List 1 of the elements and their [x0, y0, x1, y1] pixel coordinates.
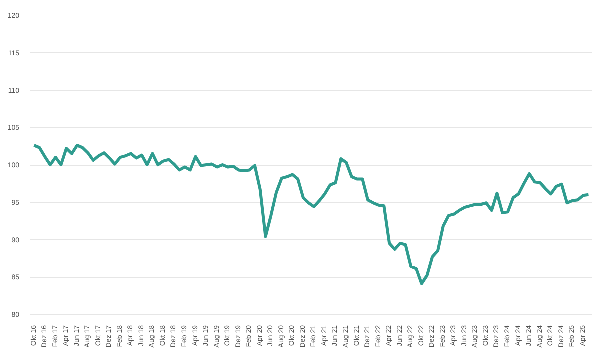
line-series — [32, 144, 590, 286]
